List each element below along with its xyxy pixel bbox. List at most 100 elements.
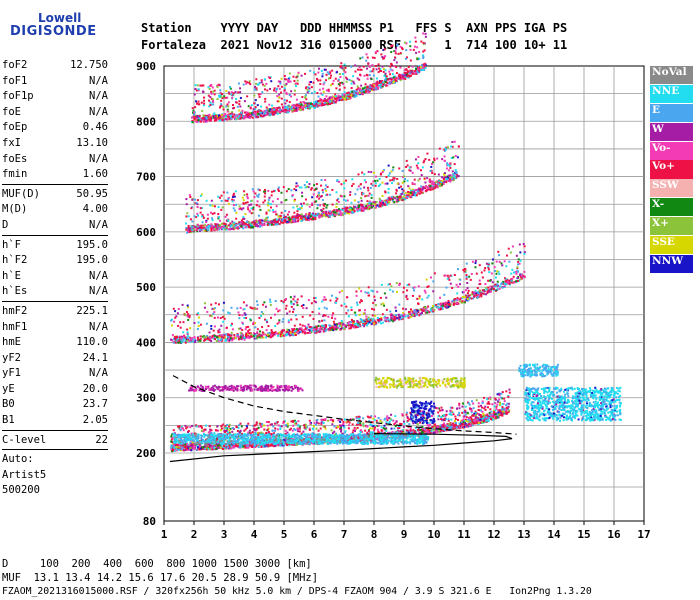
echo-point [243, 312, 246, 315]
echo-point [407, 312, 410, 315]
echo-point [337, 322, 340, 325]
param-value: N/A [89, 218, 108, 231]
echo-point [442, 428, 445, 431]
echo-point [189, 446, 192, 449]
echo-point [226, 427, 229, 430]
echo-point [352, 418, 355, 421]
echo-point [520, 274, 523, 277]
echo-point [371, 320, 374, 323]
echo-point [371, 314, 374, 317]
echo-point [409, 427, 412, 430]
echo-point [261, 219, 264, 222]
echo-point [485, 419, 488, 422]
echo-point [445, 425, 448, 428]
echo-point [207, 226, 210, 229]
echo-point [437, 426, 440, 429]
echo-point [450, 428, 453, 431]
echo-point [363, 323, 366, 326]
echo-point [373, 171, 376, 174]
echo-point [444, 427, 447, 430]
echo-point [442, 414, 445, 417]
echo-point [243, 444, 246, 447]
x-tick-label: 6 [311, 528, 318, 541]
param-row: fxI 13.10 [2, 136, 108, 152]
echo-point [255, 421, 258, 424]
echo-point [337, 425, 340, 428]
echo-point [473, 291, 476, 294]
echo-point [298, 186, 301, 189]
echo-point [487, 268, 490, 271]
echo-point [476, 287, 479, 290]
echo-point [346, 211, 349, 214]
echo-point [230, 324, 233, 327]
echo-point [424, 306, 427, 309]
echo-point [331, 316, 334, 319]
x-tick-label: 1 [161, 528, 168, 541]
echo-point [247, 422, 250, 425]
echo-point [203, 306, 206, 309]
echo-point [496, 288, 499, 291]
echo-point [458, 426, 461, 429]
echo-point [415, 189, 418, 192]
echo-point [431, 188, 434, 191]
echo-point [330, 294, 333, 297]
echo-point [320, 421, 323, 424]
echo-point [466, 281, 469, 284]
echo-point [363, 320, 366, 323]
echo-point [213, 338, 216, 341]
echo-point [442, 429, 445, 432]
echo-point [498, 413, 501, 416]
echo-point [316, 204, 319, 207]
echo-point [339, 426, 342, 429]
autoscaling-info: 500200 [2, 484, 40, 497]
echo-point [314, 330, 317, 333]
echo-point [440, 406, 443, 409]
echo-point [211, 307, 214, 310]
echo-point [184, 340, 187, 343]
echo-point [236, 429, 239, 432]
echo-point [515, 270, 518, 273]
echo-point [256, 427, 259, 430]
param-value: N/A [89, 285, 108, 298]
echo-point [313, 326, 316, 329]
echo-point [443, 302, 446, 305]
echo-point [218, 328, 221, 331]
echo-point [178, 336, 181, 339]
echo-point [454, 297, 457, 300]
echo-point [451, 300, 454, 303]
echo-point [399, 422, 402, 425]
echo-point [211, 448, 214, 451]
echo-point [335, 325, 338, 328]
echo-point [185, 444, 188, 447]
echo-point [309, 436, 312, 439]
echo-point [386, 419, 389, 422]
echo-point [308, 419, 311, 422]
echo-point [333, 325, 336, 328]
echo-point [475, 416, 478, 419]
echo-point [431, 308, 434, 311]
echo-point [267, 445, 270, 448]
echo-point [467, 402, 470, 405]
echo-point [387, 318, 390, 321]
param-row: fmin 1.60 [2, 167, 108, 183]
echo-point [380, 303, 383, 306]
echo-point [291, 429, 294, 432]
echo-point [383, 199, 386, 202]
echo-point [233, 446, 236, 449]
x-tick-label: 10 [427, 528, 440, 541]
echo-point [468, 403, 471, 406]
echo-point [357, 200, 360, 203]
echo-point [497, 400, 500, 403]
echo-point [181, 448, 184, 451]
echo-point [428, 311, 431, 314]
echo-point [286, 333, 289, 336]
param-key: foF1p [2, 90, 34, 103]
echo-point [433, 183, 436, 186]
echo-point [483, 417, 486, 420]
echo-point [238, 431, 241, 434]
echo-point [305, 307, 308, 310]
echo-point [331, 432, 334, 435]
param-divider [2, 429, 108, 431]
echo-point [191, 443, 194, 446]
echo-point [362, 417, 365, 420]
